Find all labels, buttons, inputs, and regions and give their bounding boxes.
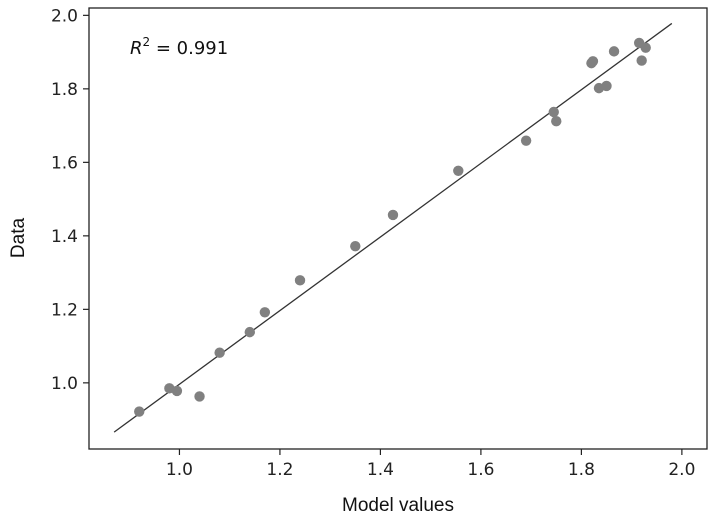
x-tick-label: 1.6 (467, 460, 494, 480)
data-point (640, 42, 651, 53)
x-tick-label: 1.0 (166, 460, 193, 480)
x-axis-title: Model values (342, 495, 454, 516)
data-point (387, 209, 399, 221)
y-tick-label: 1.2 (51, 300, 78, 320)
data-point (244, 326, 255, 338)
data-point (294, 275, 306, 286)
data-point (601, 80, 612, 92)
data-point (608, 46, 620, 57)
x-tick-label: 1.8 (568, 460, 595, 480)
data-point (350, 240, 361, 252)
y-tick-label: 1.6 (51, 153, 78, 173)
y-tick-label: 1.0 (51, 374, 78, 394)
x-tick-label: 1.2 (266, 460, 293, 480)
x-tick-label: 1.4 (367, 460, 394, 480)
y-axis-title: Data (8, 218, 29, 259)
data-point (636, 55, 647, 66)
r-exponent: 2 (143, 35, 151, 49)
data-point (194, 391, 205, 402)
data-point (520, 135, 532, 146)
data-point (587, 56, 599, 67)
data-point (214, 347, 225, 358)
r-value: = 0.991 (150, 38, 228, 59)
r-squared-annotation: R2 = 0.991 (130, 35, 228, 59)
fit-line (113, 22, 673, 433)
x-axis-ticks: 1.0 1.2 1.4 1.6 1.8 2.0 (166, 449, 695, 480)
data-point (548, 106, 559, 118)
data-point (453, 165, 464, 177)
data-point (551, 115, 562, 127)
y-tick-label: 1.8 (51, 80, 78, 100)
y-tick-label: 1.4 (51, 227, 78, 247)
r-symbol: R (130, 38, 143, 59)
data-points (134, 37, 651, 417)
data-point (259, 307, 271, 318)
y-axis-ticks: 1.0 1.2 1.4 1.6 1.8 2.0 (51, 6, 89, 394)
x-tick-label: 2.0 (668, 460, 695, 480)
data-point (134, 406, 145, 417)
data-point (171, 385, 183, 397)
y-tick-label: 2.0 (51, 6, 78, 26)
